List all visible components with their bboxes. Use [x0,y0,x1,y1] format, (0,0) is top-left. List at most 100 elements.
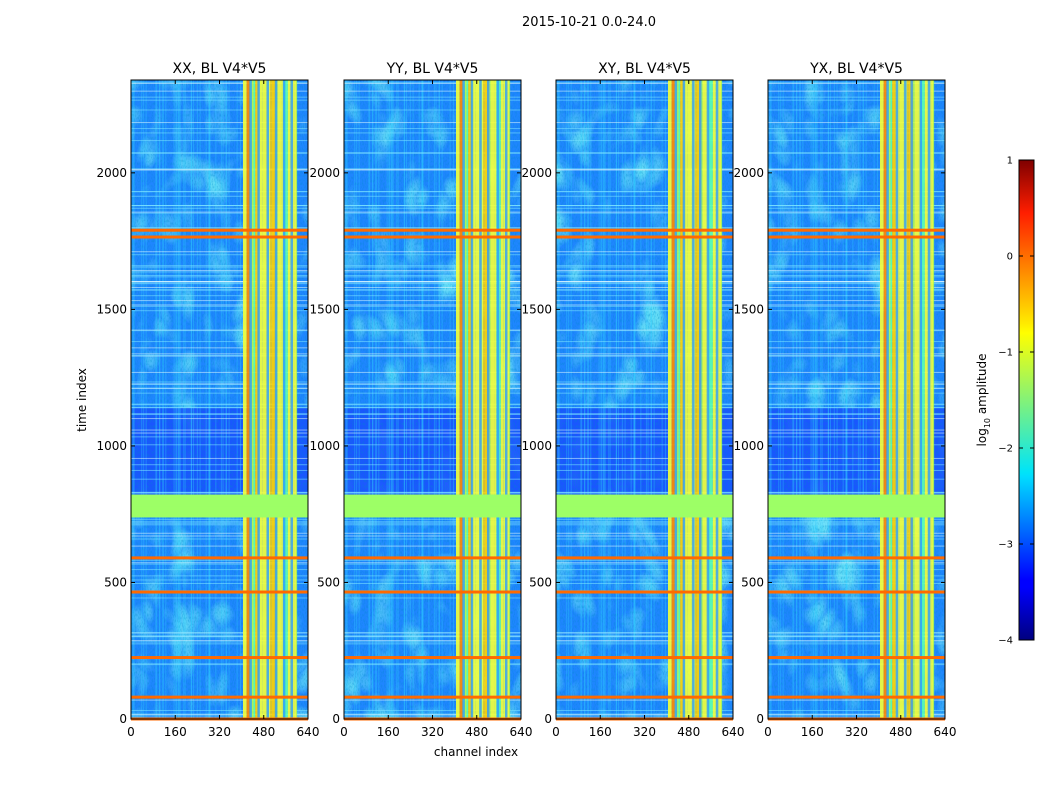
x-tick-label: 640 [510,725,533,739]
time-line [131,413,308,415]
time-line [556,663,733,665]
channel-line [422,80,424,719]
time-line [344,212,521,214]
time-line [131,714,308,716]
time-line [768,491,945,493]
colorbar: −4 −3 −2 −1 0 1 log10 amplitude [975,156,1035,647]
channel-line [131,80,133,719]
time-line [556,413,733,415]
channel-line [647,80,649,719]
time-line [344,251,521,253]
time-line [344,641,521,643]
time-line [768,545,945,547]
channel-line [812,80,814,719]
time-line [131,464,308,466]
time-line [344,304,521,306]
rfi-channel-stripe [507,80,510,719]
band-gap [257,80,260,719]
time-line [344,152,521,154]
time-line [556,347,733,349]
x-tick-label: 320 [845,725,868,739]
time-line [768,381,945,383]
time-line [768,207,945,209]
time-line [768,122,945,124]
time-line [768,663,945,665]
channel-line [621,80,623,719]
channel-line [827,80,829,719]
time-line [344,538,521,540]
time-line [131,265,308,267]
y-tick-label: 1500 [733,302,764,316]
colorbar-gradient [1018,159,1035,641]
time-line [131,641,308,643]
channel-line [183,80,185,719]
x-tick-label: 160 [801,725,824,739]
channel-line [802,80,804,719]
time-line [768,457,945,459]
time-line [344,388,521,390]
band-gap [274,80,278,719]
channel-line [650,80,652,719]
time-line [131,387,308,389]
time-line [556,283,733,285]
time-line [556,404,733,406]
time-line [131,354,308,356]
y-tick-label: 2000 [521,166,552,180]
channel-line [143,80,145,719]
time-line [556,635,733,637]
flagged-row [131,656,308,660]
channel-line [165,80,167,719]
time-line [131,282,308,284]
channel-line [873,80,875,719]
time-line [131,152,308,154]
band-gap [910,80,913,719]
time-line [131,457,308,459]
rfi-channel-stripe [721,80,723,719]
time-line [131,403,308,405]
panel-xx: XX, BL V4*V5 0 160 320 480 640 0 500 1000 1500 200… [96,61,319,739]
panel-title: XX, BL V4*V5 [173,61,267,77]
channel-line [852,80,854,719]
time-line [344,518,521,520]
time-line [768,300,945,302]
band-gap [698,80,702,719]
channel-line [191,80,193,719]
time-line [768,429,945,431]
time-line [768,305,945,307]
channel-line [846,80,848,719]
y-tick-label: 2000 [733,166,764,180]
time-line [344,381,521,383]
time-line [131,128,308,130]
channel-line [640,80,642,719]
channel-line [346,80,348,719]
rfi-channel-stripe [668,80,672,719]
time-line [556,282,733,284]
channel-line [177,80,179,719]
time-line [344,457,521,459]
channel-line [190,80,192,719]
time-line [344,282,521,284]
flagged-row [556,494,733,507]
time-line [556,271,733,273]
channel-line [846,80,848,719]
time-line [768,418,945,420]
channel-line [836,80,838,719]
band-gap [919,80,923,719]
time-line [556,491,733,493]
time-line [768,714,945,716]
time-line [556,168,733,170]
band-gap [486,80,490,719]
y-tick-label: 2000 [96,166,127,180]
flagged-row [768,695,945,699]
rfi-channel-stripe [890,80,893,719]
x-tick-label: 480 [465,725,488,739]
time-line [556,99,733,101]
time-line [344,663,521,665]
time-line [768,354,945,356]
time-line [131,562,308,564]
time-line [344,266,521,268]
time-line [556,270,733,272]
channel-line [600,80,602,719]
time-line [768,643,945,645]
flagged-row [556,505,733,518]
